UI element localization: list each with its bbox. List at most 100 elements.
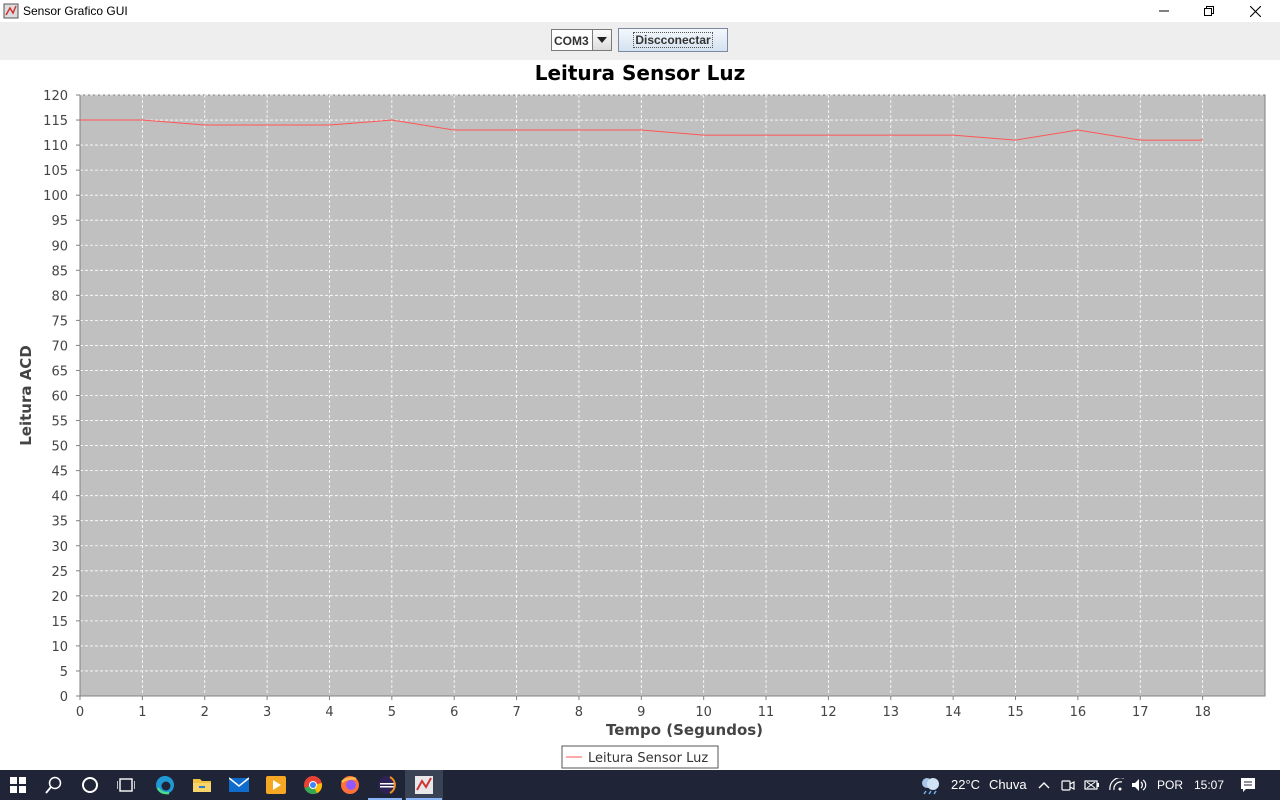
y-tick-label: 0 (60, 690, 68, 705)
data-point (889, 134, 892, 137)
chart-title: Leitura Sensor Luz (535, 61, 746, 85)
legend-box (561, 745, 719, 769)
data-point (765, 134, 768, 137)
x-tick-label: 16 (1070, 705, 1087, 720)
eclipse-active-indicator (368, 798, 402, 800)
window-title: Sensor Grafico GUI (23, 4, 128, 18)
disconnect-button[interactable]: Discconectar (618, 28, 728, 52)
y-tick-label: 100 (43, 189, 68, 204)
x-tick-label: 4 (325, 705, 333, 720)
data-point (1139, 139, 1142, 142)
notifications-icon[interactable] (1236, 773, 1260, 797)
chevron-down-icon[interactable] (592, 30, 611, 50)
x-tick-label: 7 (512, 705, 520, 720)
x-tick-label: 14 (945, 705, 962, 720)
y-tick-label: 25 (51, 565, 68, 580)
y-tick-label: 80 (51, 289, 68, 304)
x-tick-label: 13 (883, 705, 900, 720)
cortana-icon[interactable] (78, 773, 102, 797)
y-tick-label: 40 (51, 490, 68, 505)
y-tick-label: 65 (51, 364, 68, 379)
data-point (515, 129, 518, 132)
chrome-icon[interactable] (301, 773, 325, 797)
x-tick-label: 10 (695, 705, 712, 720)
line-chart: Leitura Sensor Luz0510152025303540455055… (17, 61, 1266, 769)
window-titlebar: Sensor Grafico GUI (0, 0, 1280, 22)
legend-label: Leitura Sensor Luz (588, 751, 708, 766)
y-tick-label: 110 (43, 139, 68, 154)
java-app-active-indicator (406, 798, 442, 800)
y-tick-label: 45 (51, 465, 68, 480)
chevron-up-icon[interactable] (1032, 773, 1056, 797)
meet-now-icon[interactable] (1056, 773, 1080, 797)
x-tick-label: 1 (138, 705, 146, 720)
volume-icon[interactable] (1128, 773, 1152, 797)
wifi-icon[interactable] (1105, 773, 1129, 797)
search-icon[interactable] (42, 773, 66, 797)
data-point (1201, 139, 1204, 142)
file-explorer-icon[interactable] (190, 773, 214, 797)
x-tick-label: 3 (263, 705, 271, 720)
data-point (328, 124, 331, 127)
battery-icon[interactable] (1080, 773, 1104, 797)
data-point (827, 134, 830, 137)
y-tick-label: 5 (60, 665, 68, 680)
taskbar: 22°C Chuva POR 15:07 (0, 770, 1280, 800)
y-tick-label: 30 (51, 540, 68, 555)
x-axis-label: Tempo (Segundos) (606, 721, 763, 739)
data-point (266, 124, 269, 127)
media-player-icon[interactable] (264, 773, 288, 797)
close-icon (1249, 5, 1261, 17)
x-tick-label: 17 (1132, 705, 1149, 720)
port-select[interactable]: COM3 (551, 29, 612, 51)
x-tick-label: 2 (201, 705, 209, 720)
disconnect-button-label: Discconectar (633, 32, 713, 48)
x-tick-label: 0 (76, 705, 84, 720)
edge-icon[interactable] (153, 773, 177, 797)
data-point (141, 119, 144, 122)
y-tick-label: 35 (51, 515, 68, 530)
y-tick-label: 50 (51, 440, 68, 455)
data-point (79, 119, 82, 122)
series-line (80, 119, 1203, 141)
y-tick-label: 15 (51, 615, 68, 630)
minimize-button[interactable] (1141, 0, 1187, 22)
y-tick-label: 20 (51, 590, 68, 605)
weather-condition[interactable]: Chuva (989, 777, 1027, 792)
clock-time[interactable]: 15:07 (1194, 778, 1225, 792)
y-tick-label: 95 (51, 214, 68, 229)
minimize-icon (1159, 10, 1169, 12)
data-point (702, 134, 705, 137)
weather-cloud-rain-icon[interactable] (918, 773, 942, 797)
y-tick-label: 60 (51, 390, 68, 405)
data-point (203, 124, 206, 127)
x-tick-label: 15 (1007, 705, 1024, 720)
windows-start-icon[interactable] (6, 773, 30, 797)
data-point (640, 129, 643, 132)
data-point (1076, 129, 1079, 132)
weather-temperature[interactable]: 22°C (951, 777, 981, 792)
y-tick-label: 120 (43, 89, 68, 104)
y-tick-label: 70 (51, 339, 68, 354)
task-view-icon[interactable] (114, 773, 138, 797)
x-tick-label: 12 (820, 705, 837, 720)
data-point (952, 134, 955, 137)
y-tick-label: 55 (51, 415, 68, 430)
y-tick-label: 115 (43, 114, 68, 129)
maximize-button[interactable] (1186, 0, 1232, 22)
y-tick-label: 10 (51, 640, 68, 655)
data-point (390, 119, 393, 122)
chart-panel: Leitura Sensor Luz 0 5 10 15 20 25 30 35 40 45 50 55… (0, 60, 1280, 770)
app-icon (3, 3, 19, 19)
y-tick-label: 90 (51, 239, 68, 254)
eclipse-icon[interactable] (375, 773, 399, 797)
firefox-icon[interactable] (338, 773, 362, 797)
close-button[interactable] (1232, 0, 1278, 22)
x-tick-label: 6 (450, 705, 458, 720)
mail-icon[interactable] (227, 773, 251, 797)
y-axis-label: Leitura ACD (17, 345, 35, 446)
java-app-icon[interactable] (412, 773, 436, 797)
x-tick-label: 9 (637, 705, 645, 720)
input-language[interactable]: POR (1157, 778, 1184, 792)
x-tick-label: 5 (388, 705, 396, 720)
